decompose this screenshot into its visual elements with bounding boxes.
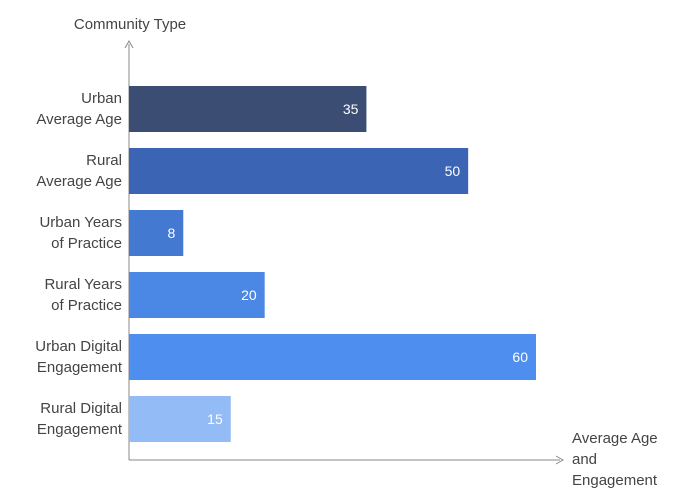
value-label: 50: [445, 163, 461, 179]
category-label-line: Rural Years: [44, 276, 122, 293]
value-label: 60: [512, 349, 528, 365]
category-label: Rural Digital Engagement: [37, 400, 123, 438]
category-label: Urban Years of Practice: [39, 214, 122, 252]
value-label: 20: [241, 287, 257, 303]
category-label-line: Rural Digital: [40, 400, 122, 417]
x-axis-title-text: Average Age and Engagement: [572, 430, 658, 489]
bar: [129, 396, 231, 442]
category-label: Urban Average Age: [36, 90, 122, 128]
x-axis-title: Average Age and Engagement: [572, 430, 658, 489]
bar: [129, 272, 265, 318]
value-label: 8: [167, 225, 175, 241]
category-label-line: Urban: [81, 90, 122, 107]
category-label: Rural Years of Practice: [44, 276, 122, 314]
category-label-line: Engagement: [37, 359, 123, 376]
value-label: 15: [207, 411, 223, 427]
y-axis-title: Community Type: [74, 16, 186, 33]
category-label-line: Urban Digital: [35, 338, 122, 355]
category-label: Rural Average Age: [36, 152, 122, 190]
x-axis-title-line: Average Age: [572, 430, 658, 447]
x-axis-title-line: and: [572, 451, 597, 468]
category-label-line: of Practice: [51, 235, 122, 252]
x-axis-arrow-icon: [555, 455, 565, 465]
x-axis-title-line: Engagement: [572, 472, 658, 489]
category-label-line: Urban Years: [39, 214, 122, 231]
category-label-line: of Practice: [51, 297, 122, 314]
category-label-line: Rural: [86, 152, 122, 169]
y-axis-arrow-icon: [124, 39, 134, 49]
category-label-line: Average Age: [36, 111, 122, 128]
bars-group: Urban Average Age 35 Rural Average Age 50 Urba…: [35, 86, 536, 442]
category-label-line: Engagement: [37, 421, 123, 438]
bar: [129, 148, 469, 194]
bar: [129, 210, 184, 256]
category-label: Urban Digital Engagement: [35, 338, 123, 376]
bar: [129, 334, 536, 380]
bar: [129, 86, 367, 132]
value-label: 35: [343, 101, 359, 117]
category-label-line: Average Age: [36, 173, 122, 190]
